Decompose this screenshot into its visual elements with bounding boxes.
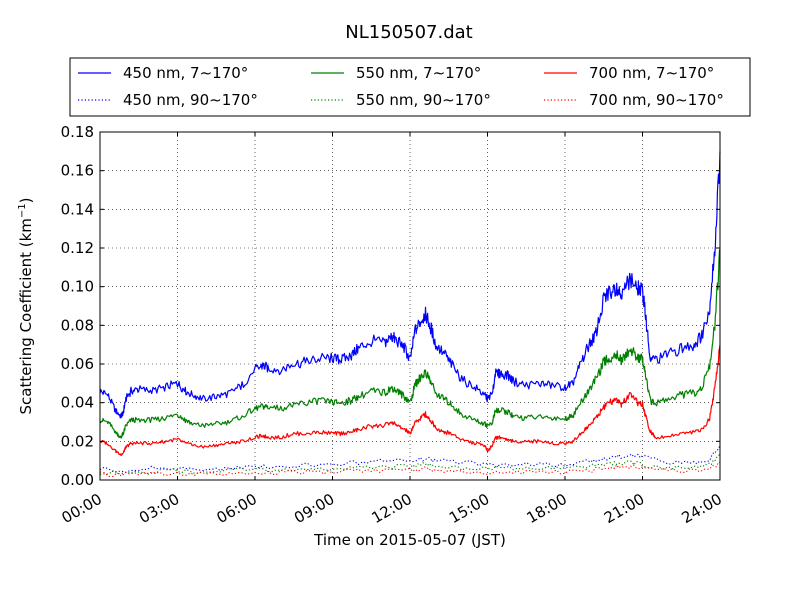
ticks bbox=[99, 131, 721, 481]
x-tick-label: 03:00 bbox=[136, 490, 182, 527]
y-tick-label: 0.10 bbox=[61, 278, 94, 296]
y-tick-label: 0.12 bbox=[61, 239, 94, 257]
x-tick-label: 06:00 bbox=[214, 490, 260, 527]
legend-label: 550 nm, 7∼170° bbox=[356, 64, 481, 82]
legend-label: 700 nm, 90∼170° bbox=[589, 91, 724, 109]
legend-label: 450 nm, 7∼170° bbox=[123, 64, 248, 82]
legend-box bbox=[69, 57, 751, 117]
y-axis-label-close: ) bbox=[17, 197, 35, 203]
y-axis-label-sup: −1 bbox=[17, 203, 28, 218]
series-line bbox=[100, 249, 721, 439]
x-tick-label: 09:00 bbox=[291, 490, 337, 527]
y-tick-label: 0.16 bbox=[61, 162, 94, 180]
y-tick-label: 0.18 bbox=[61, 123, 94, 141]
tick-labels: 00:00 03:00 06:00 09:00 12:00 15:00 18:00 21:00… bbox=[59, 123, 725, 527]
legend-label: 700 nm, 7∼170° bbox=[589, 64, 714, 82]
legend-label: 450 nm, 90∼170° bbox=[123, 91, 258, 109]
legend: 450 nm, 7∼170° 550 nm, 7∼170° 700 nm, 7∼17… bbox=[69, 57, 751, 117]
y-axis-label: Scattering Coefficient (km−1) bbox=[17, 197, 35, 414]
y-tick-label: 0.06 bbox=[61, 355, 94, 373]
x-axis-label: Time on 2015-05-07 (JST) bbox=[313, 531, 506, 549]
y-tick-label: 0.02 bbox=[61, 432, 94, 450]
y-tick-label: 0.00 bbox=[61, 471, 94, 489]
x-tick-label: 15:00 bbox=[446, 490, 492, 527]
chart-title: NL150507.dat bbox=[345, 22, 472, 43]
x-tick-label: 12:00 bbox=[369, 490, 415, 527]
x-tick-label: 24:00 bbox=[679, 490, 725, 527]
legend-label: 550 nm, 90∼170° bbox=[356, 91, 491, 109]
series-line bbox=[99, 454, 721, 475]
y-tick-label: 0.08 bbox=[61, 316, 94, 334]
y-tick-label: 0.04 bbox=[61, 394, 94, 412]
y-tick-label: 0.14 bbox=[61, 200, 94, 218]
x-tick-label: 21:00 bbox=[601, 490, 647, 527]
series-line bbox=[99, 461, 721, 477]
series-line bbox=[99, 151, 721, 419]
x-tick-label: 18:00 bbox=[524, 490, 570, 527]
grid bbox=[100, 132, 720, 480]
series-layer bbox=[99, 151, 721, 477]
y-axis-label-main: Scattering Coefficient (km bbox=[17, 218, 35, 414]
x-tick-label: 00:00 bbox=[59, 490, 105, 527]
series-line bbox=[99, 344, 721, 456]
